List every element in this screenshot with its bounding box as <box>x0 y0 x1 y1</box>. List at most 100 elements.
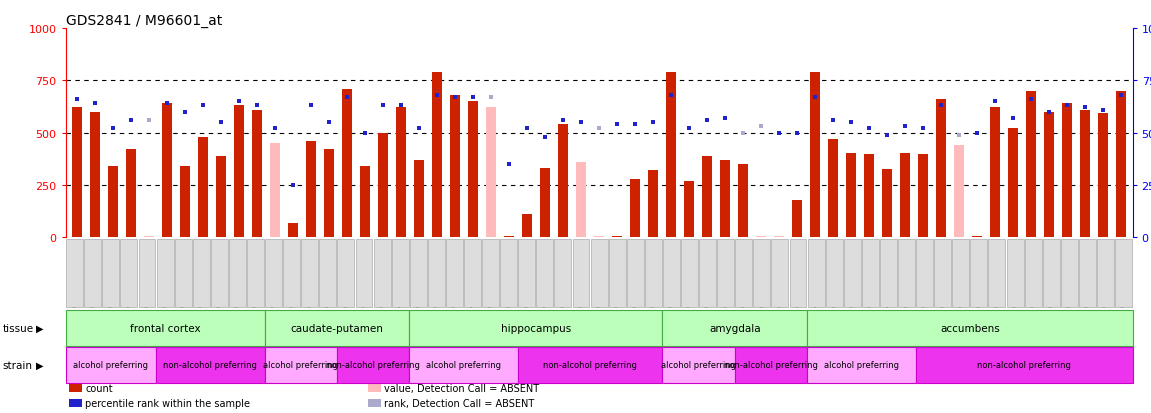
Bar <box>523 214 532 237</box>
Text: amygdala: amygdala <box>709 323 761 333</box>
Bar <box>108 166 119 237</box>
Bar <box>882 170 892 237</box>
Text: GSM101045: GSM101045 <box>904 270 909 306</box>
Bar <box>252 110 262 237</box>
Bar <box>810 73 820 237</box>
Text: GSM101010: GSM101010 <box>272 270 276 306</box>
Text: rank, Detection Call = ABSENT: rank, Detection Call = ABSENT <box>384 398 535 408</box>
Bar <box>612 236 622 237</box>
Bar <box>181 166 190 237</box>
Bar <box>1116 91 1126 237</box>
Bar <box>936 100 946 237</box>
Text: GSM101017: GSM101017 <box>397 270 403 306</box>
Text: GSM101051: GSM101051 <box>1013 270 1017 306</box>
Text: GSM101047: GSM101047 <box>940 270 945 306</box>
Text: GSM101016: GSM101016 <box>380 270 384 306</box>
Text: GSM101028: GSM101028 <box>596 270 602 306</box>
Bar <box>325 150 334 237</box>
Bar <box>721 160 730 237</box>
Bar <box>648 171 658 237</box>
Text: GSM101011: GSM101011 <box>289 270 295 306</box>
Bar <box>1098 114 1108 237</box>
Text: GSM101056: GSM101056 <box>1103 270 1108 306</box>
Text: GSM101033: GSM101033 <box>687 270 692 306</box>
Bar <box>198 138 208 237</box>
Text: GSM101024: GSM101024 <box>524 270 529 306</box>
Text: GSM101031: GSM101031 <box>650 270 656 306</box>
Bar <box>468 102 478 237</box>
Text: GSM101041: GSM101041 <box>832 270 837 306</box>
Text: value, Detection Call = ABSENT: value, Detection Call = ABSENT <box>384 383 540 393</box>
Text: GSM101013: GSM101013 <box>326 270 330 306</box>
Text: non-alcohol preferring: non-alcohol preferring <box>724 361 818 370</box>
Text: GSM101019: GSM101019 <box>434 270 439 306</box>
Bar <box>666 73 676 237</box>
Bar <box>1026 91 1036 237</box>
Text: tissue: tissue <box>2 323 33 333</box>
Text: percentile rank within the sample: percentile rank within the sample <box>85 398 250 408</box>
Bar <box>127 150 136 237</box>
Bar <box>270 144 280 237</box>
Bar <box>918 155 928 237</box>
Bar <box>846 154 856 237</box>
Bar <box>414 160 424 237</box>
Bar <box>288 224 298 237</box>
Text: GSM101044: GSM101044 <box>886 270 891 306</box>
Text: caudate-putamen: caudate-putamen <box>290 323 383 333</box>
Text: GSM101006: GSM101006 <box>199 270 204 306</box>
Text: GSM101035: GSM101035 <box>723 270 729 306</box>
Text: GSM101004: GSM101004 <box>162 270 168 306</box>
Text: GSM101022: GSM101022 <box>488 270 493 306</box>
Text: GSM101057: GSM101057 <box>1121 270 1126 306</box>
Bar <box>775 236 784 237</box>
Bar <box>828 140 838 237</box>
Bar <box>90 112 100 237</box>
Text: GSM101042: GSM101042 <box>849 270 855 306</box>
Text: GSM101038: GSM101038 <box>777 270 783 306</box>
Text: GSM101054: GSM101054 <box>1067 270 1072 306</box>
Bar <box>504 236 514 237</box>
Text: GSM101037: GSM101037 <box>760 270 764 306</box>
Text: GSM101050: GSM101050 <box>994 270 999 306</box>
Bar <box>360 166 371 237</box>
Bar <box>379 133 388 237</box>
Text: GSM101001: GSM101001 <box>108 270 113 306</box>
Text: GSM101040: GSM101040 <box>814 270 818 306</box>
Bar <box>1080 110 1090 237</box>
Text: GSM101002: GSM101002 <box>127 270 131 306</box>
Text: GSM101025: GSM101025 <box>542 270 548 306</box>
Text: GDS2841 / M96601_at: GDS2841 / M96601_at <box>66 14 222 28</box>
Text: non-alcohol preferring: non-alcohol preferring <box>326 361 420 370</box>
Bar <box>756 236 765 237</box>
Text: GSM101020: GSM101020 <box>452 270 457 306</box>
Text: GSM101055: GSM101055 <box>1085 270 1090 306</box>
Text: GSM101012: GSM101012 <box>307 270 312 306</box>
Text: GSM101032: GSM101032 <box>669 270 674 306</box>
Bar <box>162 104 173 237</box>
Text: GSM101007: GSM101007 <box>216 270 222 306</box>
Bar <box>577 162 586 237</box>
Bar <box>990 108 1000 237</box>
Text: alcohol preferring: alcohol preferring <box>264 361 338 370</box>
Text: GSM101000: GSM101000 <box>90 270 96 306</box>
Bar <box>1044 112 1054 237</box>
Text: alcohol preferring: alcohol preferring <box>661 361 735 370</box>
Bar <box>235 106 244 237</box>
Text: ▶: ▶ <box>36 360 44 370</box>
Text: GSM101027: GSM101027 <box>579 270 584 306</box>
Bar <box>433 73 442 237</box>
Bar <box>144 236 154 237</box>
Text: non-alcohol preferring: non-alcohol preferring <box>977 361 1072 370</box>
Bar <box>792 201 802 237</box>
Text: GSM101043: GSM101043 <box>868 270 872 306</box>
Bar <box>971 236 982 237</box>
Text: GSM101052: GSM101052 <box>1030 270 1036 306</box>
Text: GSM101014: GSM101014 <box>343 270 349 306</box>
Text: alcohol preferring: alcohol preferring <box>824 361 899 370</box>
Text: GSM101046: GSM101046 <box>922 270 927 306</box>
Bar <box>864 155 874 237</box>
Text: GSM101005: GSM101005 <box>181 270 185 306</box>
Text: GSM101029: GSM101029 <box>615 270 619 306</box>
Text: hippocampus: hippocampus <box>501 323 571 333</box>
Text: GSM101018: GSM101018 <box>416 270 421 306</box>
